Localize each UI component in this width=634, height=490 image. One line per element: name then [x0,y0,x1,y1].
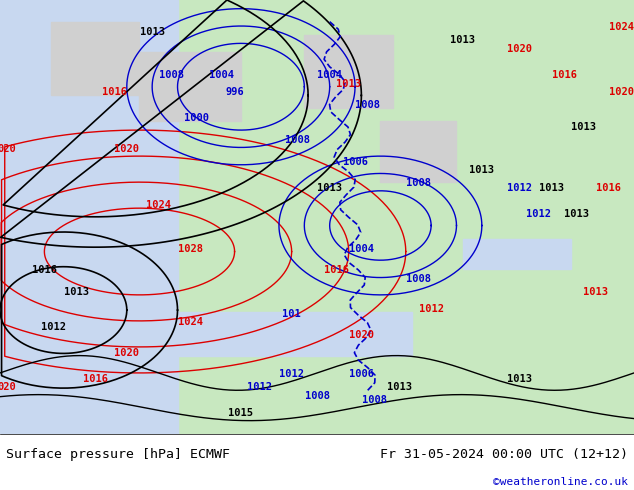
Text: 1013: 1013 [507,373,533,384]
Text: 1020: 1020 [114,144,139,154]
Text: 1012: 1012 [41,321,67,332]
Text: 1016: 1016 [323,265,349,275]
Polygon shape [380,122,456,182]
Text: 1012: 1012 [418,304,444,314]
Text: 020: 020 [0,382,16,392]
Text: 1008: 1008 [406,178,431,189]
Text: 1004: 1004 [317,70,342,80]
Text: 1020: 1020 [507,44,533,54]
Text: 1016: 1016 [596,183,621,193]
Text: 1013: 1013 [583,287,609,297]
Polygon shape [0,0,178,434]
Text: ©weatheronline.co.uk: ©weatheronline.co.uk [493,477,628,487]
Text: 1015: 1015 [228,408,254,418]
Text: 1013: 1013 [336,79,361,89]
Text: 1013: 1013 [139,26,165,37]
Polygon shape [139,52,241,122]
Text: 1013: 1013 [571,122,596,132]
Text: 1016: 1016 [32,265,57,275]
Text: 1008: 1008 [361,395,387,405]
FancyBboxPatch shape [178,0,634,434]
Polygon shape [51,22,139,96]
Text: 1008: 1008 [355,100,380,110]
Text: 1012: 1012 [526,209,552,219]
Text: Fr 31-05-2024 00:00 UTC (12+12): Fr 31-05-2024 00:00 UTC (12+12) [380,448,628,461]
Text: 1004: 1004 [349,244,374,253]
Text: 1012: 1012 [247,382,273,392]
Text: 1013: 1013 [63,287,89,297]
Polygon shape [463,239,571,269]
Text: 1008: 1008 [158,70,184,80]
Text: 996: 996 [225,87,244,98]
Polygon shape [178,312,412,356]
Text: 1000: 1000 [184,113,209,123]
Text: 1013: 1013 [469,166,495,175]
Text: 1020: 1020 [349,330,374,340]
Text: 1013: 1013 [539,183,564,193]
Text: 1012: 1012 [279,369,304,379]
Text: 1013: 1013 [387,382,412,392]
Text: 1024: 1024 [609,23,634,32]
Text: 1008: 1008 [406,274,431,284]
Text: 1016: 1016 [101,87,127,98]
Text: 1008: 1008 [285,135,311,145]
Text: 1016: 1016 [82,373,108,384]
Text: 1013: 1013 [450,35,476,46]
Text: 1024: 1024 [178,317,203,327]
Text: Surface pressure [hPa] ECMWF: Surface pressure [hPa] ECMWF [6,448,230,461]
Text: 1016: 1016 [552,70,577,80]
Text: 101: 101 [282,309,301,318]
Text: 1006: 1006 [349,369,374,379]
Text: 1013: 1013 [564,209,590,219]
Text: 1006: 1006 [342,157,368,167]
Text: 020: 020 [0,144,16,154]
Text: 1028: 1028 [178,244,203,253]
Text: 1012: 1012 [507,183,533,193]
Polygon shape [304,35,393,108]
Text: 1008: 1008 [304,391,330,401]
Text: 1004: 1004 [209,70,235,80]
Text: 1020: 1020 [114,347,139,358]
Text: 1013: 1013 [317,183,342,193]
Text: 1020: 1020 [609,87,634,98]
Text: 1024: 1024 [146,200,171,210]
